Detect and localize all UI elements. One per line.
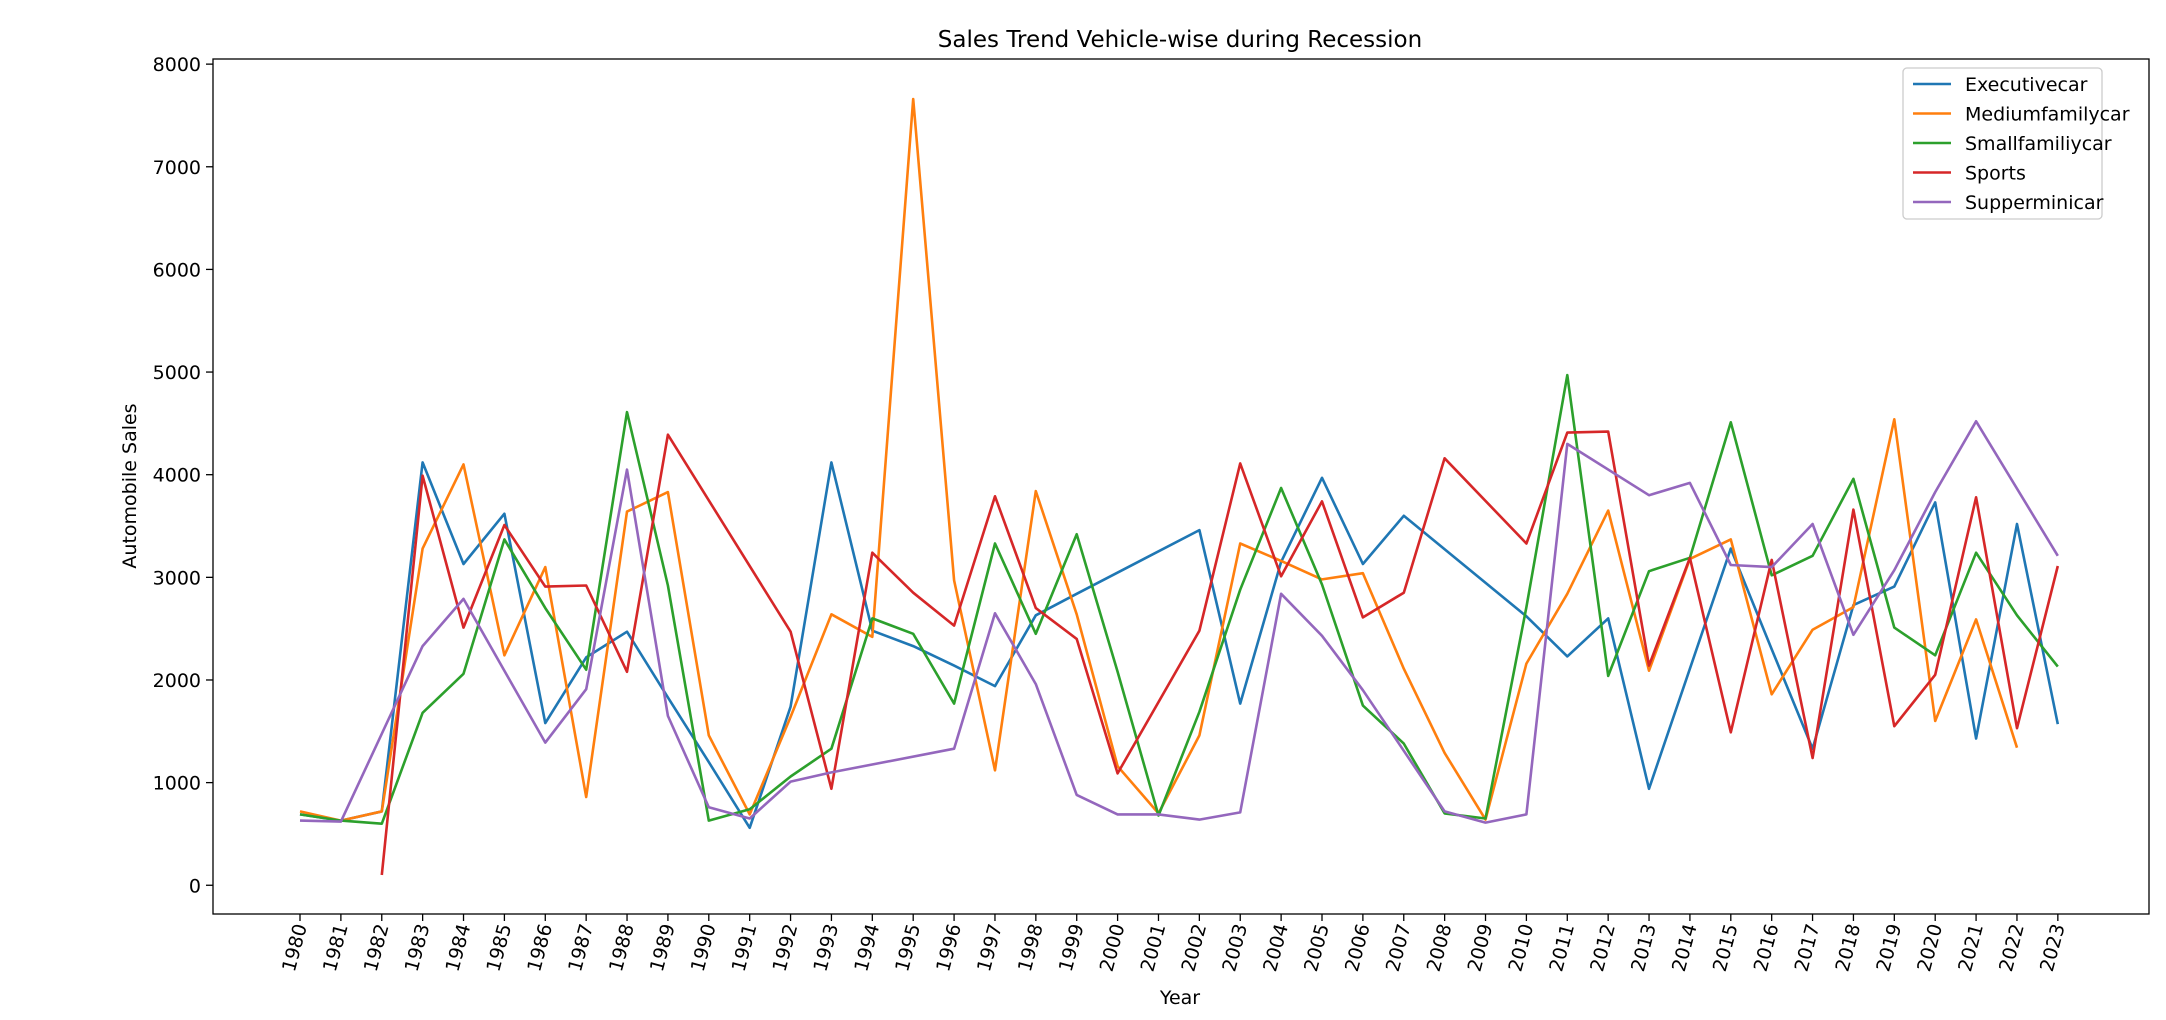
series-line: [299, 373, 2059, 826]
x-axis: 1980 1981 1982 1983 1984 1985 1986 1987 1988 1989…: [278, 914, 2070, 974]
x-tick-label: 1998: [1014, 922, 1048, 974]
y-tick-label: 7000: [153, 157, 201, 179]
x-tick-label: 1988: [605, 922, 639, 974]
x-tick-label: 1997: [973, 922, 1007, 974]
x-tick-label: 2015: [1709, 922, 1743, 974]
y-axis: 0 1000 2000 3000 4000 5000 6000 7000 8000: [153, 54, 213, 897]
chart-title: Sales Trend Vehicle-wise during Recessio…: [938, 27, 1422, 53]
legend-entry-label: Executivecar: [1965, 74, 2088, 96]
x-tick-label: 1990: [687, 922, 721, 974]
x-tick-label: 2023: [2036, 922, 2070, 974]
x-tick-label: 1981: [319, 922, 353, 974]
x-tick-label: 1986: [523, 922, 557, 974]
x-tick-label: 1994: [850, 922, 884, 974]
x-tick-label: 2016: [1750, 922, 1784, 974]
legend-box: [1902, 67, 2103, 220]
series-lines: [299, 97, 2060, 876]
x-tick-label: 2000: [1096, 922, 1130, 974]
x-tick-label: 2020: [1913, 922, 1947, 974]
x-tick-label: 2001: [1137, 922, 1171, 974]
y-tick-label: 0: [189, 875, 201, 897]
y-tick-label: 2000: [153, 670, 201, 692]
x-tick-label: 2019: [1872, 922, 1906, 974]
x-tick-label: 1996: [932, 922, 966, 974]
y-tick-label: 4000: [153, 465, 201, 487]
x-tick-label: 1985: [482, 922, 516, 974]
series-line: [380, 430, 2060, 876]
x-tick-label: 2022: [1995, 922, 2029, 974]
legend-entry-label: Sports: [1965, 163, 2026, 185]
legend-entry-label: Supperminicar: [1965, 192, 2104, 214]
y-tick-label: 6000: [153, 259, 201, 281]
x-tick-label: 1993: [810, 922, 844, 974]
x-tick-label: 2003: [1218, 922, 1252, 974]
x-tick-label: 1984: [442, 922, 476, 974]
series-line: [299, 419, 2059, 824]
x-axis-label: Year: [1159, 987, 1200, 1009]
x-tick-label: 2013: [1627, 922, 1661, 974]
x-tick-label: 2014: [1668, 922, 1702, 974]
x-tick-label: 2004: [1259, 922, 1293, 974]
x-tick-label: 2012: [1586, 922, 1620, 974]
x-tick-label: 2002: [1177, 922, 1211, 974]
x-tick-label: 2005: [1300, 922, 1334, 974]
x-tick-label: 2009: [1464, 922, 1498, 974]
x-tick-label: 1987: [564, 922, 598, 974]
y-tick-label: 1000: [153, 773, 201, 795]
x-tick-label: 1999: [1055, 922, 1089, 974]
legend: Executivecar Mediumfamilycar Smallfamiliyc…: [1902, 67, 2130, 220]
x-tick-label: 1992: [769, 922, 803, 974]
y-tick-label: 8000: [153, 54, 201, 76]
x-tick-label: 1982: [360, 922, 394, 974]
x-tick-label: 2018: [1832, 922, 1866, 974]
y-axis-label: Automobile Sales: [119, 403, 141, 568]
plot-area-frame: [212, 58, 2150, 915]
x-tick-label: 2007: [1382, 922, 1416, 974]
x-tick-label: 2021: [1954, 922, 1988, 974]
x-tick-label: 1980: [278, 922, 312, 974]
x-tick-label: 2017: [1791, 922, 1825, 974]
x-tick-label: 2008: [1423, 922, 1457, 974]
legend-entry-label: Mediumfamilycar: [1965, 104, 2130, 126]
y-tick-label: 3000: [153, 567, 201, 589]
x-tick-label: 1991: [728, 922, 762, 974]
x-tick-label: 2006: [1341, 922, 1375, 974]
series-line: [299, 97, 2019, 822]
x-tick-label: 1995: [891, 922, 925, 974]
legend-entry-label: Smallfamiliycar: [1965, 133, 2112, 155]
x-tick-label: 2011: [1545, 922, 1579, 974]
x-tick-label: 1989: [646, 922, 680, 974]
y-tick-label: 5000: [153, 362, 201, 384]
x-tick-label: 2010: [1504, 922, 1538, 974]
series-line: [299, 461, 2060, 830]
x-tick-label: 1983: [401, 922, 435, 974]
